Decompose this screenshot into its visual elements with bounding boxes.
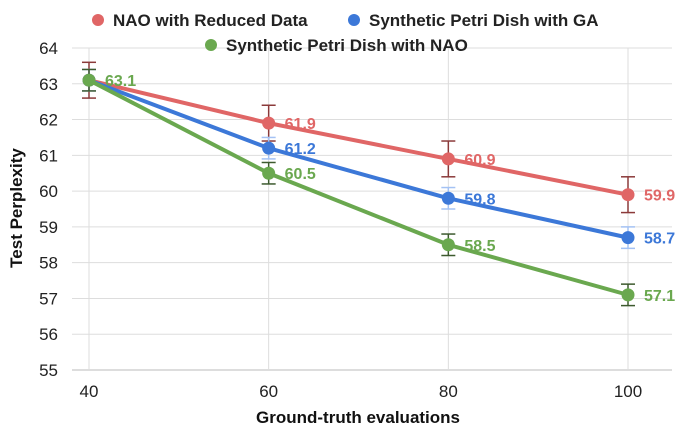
legend-item-2: Synthetic Petri Dish with NAO: [205, 36, 468, 55]
data-point: [262, 166, 276, 180]
data-label: 61.9: [285, 116, 316, 133]
legend-label: NAO with Reduced Data: [113, 11, 308, 30]
data-label: 63.1: [105, 73, 136, 90]
y-tick-label: 63: [39, 75, 58, 94]
series-line: [88, 78, 629, 297]
data-point: [441, 152, 455, 166]
x-tick-label: 40: [80, 382, 99, 401]
legend-label: Synthetic Petri Dish with GA: [369, 11, 599, 30]
x-tick-labels: 40 60 80 100: [80, 382, 643, 401]
series-line: [88, 78, 629, 197]
legend-label: Synthetic Petri Dish with NAO: [226, 36, 468, 55]
y-tick-label: 57: [39, 289, 58, 308]
x-tick-label: 60: [259, 382, 278, 401]
data-labels: 61.9 60.9 59.9 61.2 59.8 58.7 63.1 60.5 58.5 57.1: [105, 73, 675, 305]
x-tick-label: 80: [439, 382, 458, 401]
y-tick-labels: 55 56 57 58 59 60 61 62 63 64: [39, 39, 58, 380]
data-label: 59.8: [464, 191, 495, 208]
legend-marker-icon: [348, 14, 360, 26]
data-point: [621, 288, 635, 302]
data-point: [441, 191, 455, 205]
y-tick-label: 58: [39, 254, 58, 273]
data-point: [621, 188, 635, 202]
data-label: 58.7: [644, 231, 675, 248]
legend-item-1: Synthetic Petri Dish with GA: [348, 11, 599, 30]
legend-item-0: NAO with Reduced Data: [92, 11, 308, 30]
data-label: 61.2: [285, 141, 316, 158]
series-2: [82, 68, 635, 307]
y-tick-label: 60: [39, 182, 58, 201]
data-label: 60.9: [464, 152, 495, 169]
x-axis-title: Ground-truth evaluations: [256, 408, 460, 427]
y-tick-label: 62: [39, 111, 58, 130]
data-point: [621, 231, 635, 245]
legend-marker-icon: [92, 14, 104, 26]
data-label: 59.9: [644, 188, 675, 205]
data-label: 58.5: [464, 238, 495, 255]
data-label: 57.1: [644, 288, 675, 305]
legend-marker-icon: [205, 39, 217, 51]
x-tick-label: 100: [614, 382, 642, 401]
y-tick-label: 56: [39, 325, 58, 344]
series-line: [88, 78, 629, 240]
y-tick-label: 55: [39, 361, 58, 380]
y-tick-label: 64: [39, 39, 58, 58]
data-label: 60.5: [285, 166, 316, 183]
legend: NAO with Reduced Data Synthetic Petri Dis…: [92, 11, 599, 55]
y-tick-label: 59: [39, 218, 58, 237]
data-point: [82, 73, 96, 87]
data-point: [262, 116, 276, 130]
y-tick-label: 61: [39, 146, 58, 165]
y-axis-title: Test Perplexity: [7, 148, 26, 268]
series-0: [82, 61, 635, 214]
data-point: [441, 238, 455, 252]
series-group: [82, 61, 635, 307]
data-point: [262, 141, 276, 155]
